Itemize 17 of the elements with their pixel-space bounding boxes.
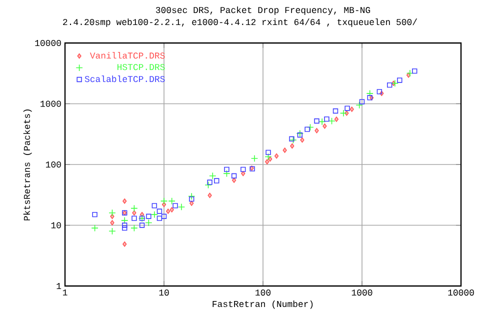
y-tick-label: 10000 xyxy=(35,40,61,46)
y-tick-label: 10 xyxy=(51,222,61,228)
y-tick-label: 1 xyxy=(56,283,62,289)
y-axis-title: PktsRetrans (Packets) xyxy=(23,110,32,220)
text: HSTCP.DRS xyxy=(117,64,165,70)
x-tick-label: 100 xyxy=(256,290,271,296)
x-tick-label: 10000 xyxy=(448,290,474,296)
y-tick-label: 1000 xyxy=(40,100,61,107)
x-tick-label: 10 xyxy=(159,290,169,296)
chart-title: 300sec DRS, Packet Drop Frequency, MB-NG xyxy=(156,6,370,15)
x-axis-title: FastRetran (Number) xyxy=(212,300,313,309)
x-tick-label: 1 xyxy=(62,290,68,296)
y-tick-label: 100 xyxy=(46,161,61,168)
legend-label: VanillaTCP.DRS xyxy=(90,52,165,59)
x-tick-label: 1000 xyxy=(352,290,372,296)
chart-subtitle: 2.4.20smp web100-2.2.1, e1000-4.4.12 rxint 64/64 , txqueuelen 500/ xyxy=(63,18,418,27)
legend-label: ScalableTCP.DRS xyxy=(84,76,165,82)
